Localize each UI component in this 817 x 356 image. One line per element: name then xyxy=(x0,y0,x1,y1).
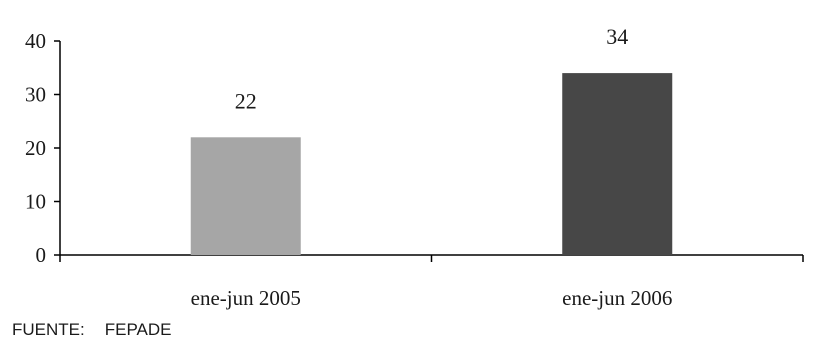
source-value: FEPADE xyxy=(104,320,172,339)
data-labels: 22 34 xyxy=(235,24,629,113)
y-tick-label: 20 xyxy=(25,136,46,160)
bars xyxy=(190,73,673,255)
y-tick-label: 0 xyxy=(36,243,47,267)
source-label: FUENTE: xyxy=(12,320,85,339)
data-label: 22 xyxy=(235,88,257,113)
y-tick-label: 10 xyxy=(25,190,46,214)
x-tick-label: ene-jun 2006 xyxy=(562,286,672,310)
data-label: 34 xyxy=(606,24,628,49)
y-axis: 0 10 20 30 40 xyxy=(25,29,61,267)
y-tick-label: 30 xyxy=(25,83,46,107)
source-note: FUENTE: FEPADE xyxy=(12,320,172,340)
x-tick-label: ene-jun 2005 xyxy=(191,286,301,310)
y-tick-label: 40 xyxy=(25,29,46,53)
x-axis: ene-jun 2005 ene-jun 2006 xyxy=(59,254,804,310)
bar xyxy=(190,137,301,255)
bar xyxy=(562,73,673,255)
